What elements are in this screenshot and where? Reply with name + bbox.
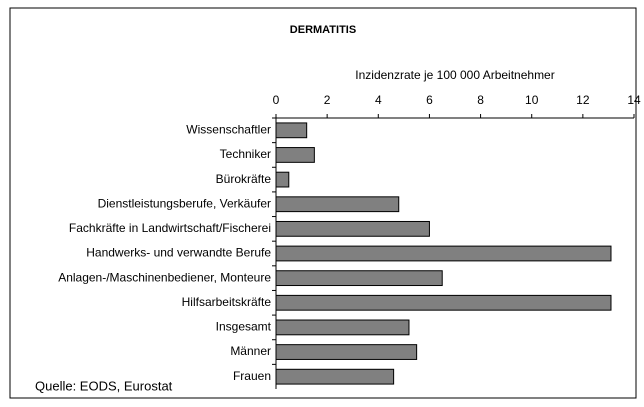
y-tick-label: Techniker <box>220 147 271 161</box>
bar <box>275 344 418 360</box>
y-tick-label: Männer <box>230 344 271 358</box>
bar <box>275 171 290 188</box>
bar <box>275 147 315 163</box>
y-tick-label: Handwerks- und verwandte Berufe <box>86 246 271 260</box>
x-tick-label: 2 <box>324 93 331 107</box>
bar <box>275 220 430 237</box>
axis-title: Inzidenzrate je 100 000 Arbeitnehmer <box>355 68 554 82</box>
x-tick-label: 0 <box>273 93 280 107</box>
y-tick-label: Bürokräfte <box>216 172 272 186</box>
bar <box>275 319 410 336</box>
bar <box>275 196 400 213</box>
bar <box>275 245 612 262</box>
x-tick-label: 8 <box>477 93 484 107</box>
bar <box>275 270 443 287</box>
y-tick-label: Hilfsarbeitskräfte <box>182 295 272 309</box>
source-note: Quelle: EODS, Eurostat <box>35 378 173 393</box>
y-tick-label: Wissenschaftler <box>186 122 271 136</box>
y-tick-label: Dienstleistungsberufe, Verkäufer <box>98 196 271 210</box>
x-tick-label: 14 <box>627 93 641 107</box>
chart-title: DERMATITIS <box>290 24 356 36</box>
x-tick-label: 12 <box>576 93 590 107</box>
bar <box>275 122 308 139</box>
bar <box>275 368 395 385</box>
x-tick-label: 10 <box>525 93 539 107</box>
y-tick-label: Anlagen-/Maschinenbediener, Monteure <box>58 270 271 284</box>
x-tick-label: 4 <box>375 93 382 107</box>
y-tick-label: Insgesamt <box>216 320 272 334</box>
bar <box>275 294 612 311</box>
y-tick-label: Fachkräfte in Landwirtschaft/Fischerei <box>69 221 271 235</box>
x-tick-label: 6 <box>426 93 433 107</box>
y-tick-label: Frauen <box>233 369 271 383</box>
